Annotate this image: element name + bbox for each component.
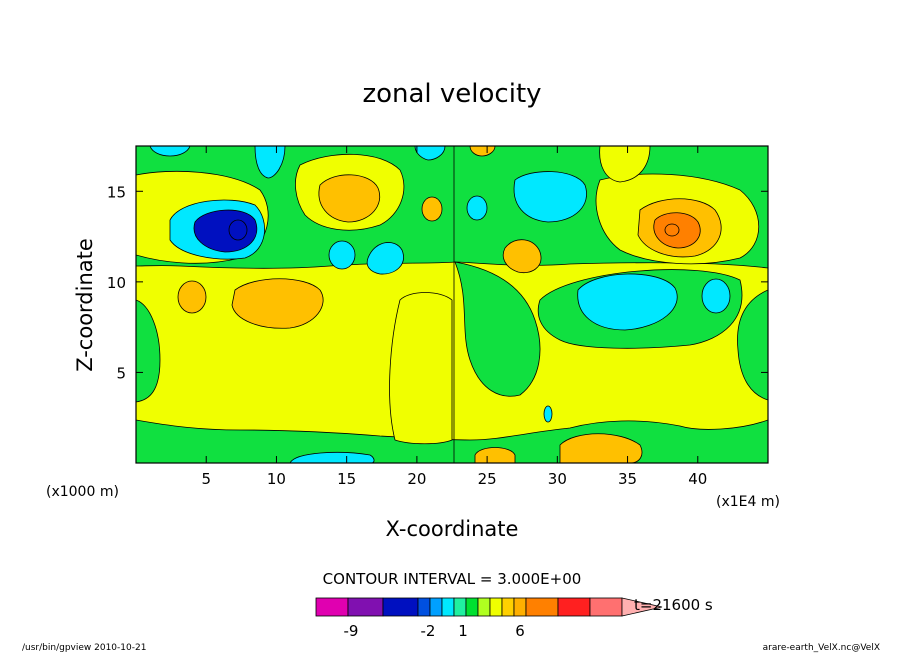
x-tick-label: 10 [267,470,286,488]
colorbar-segment [441,597,455,617]
contour-blue-core-inner [228,219,248,241]
plot-area [136,146,768,463]
x-axis-label: X-coordinate [386,517,519,541]
colorbar-tick-label: 6 [515,622,525,640]
contour-cyan-small-2 [328,240,356,270]
colorbar-arrow [621,597,663,617]
colorbar-segment [477,597,491,617]
contour-cyan-right-large [577,273,678,331]
contour-green-center [454,261,541,397]
colorbar [315,597,663,617]
colorbar-segment [417,597,431,617]
y-tick-label: 5 [116,364,126,382]
contour-orange-light-small-mid [421,196,443,222]
y-tick-label: 10 [107,274,126,292]
colorbar-segment [489,597,503,617]
contour-cyan-small-3 [366,242,404,275]
colorbar-segment [347,597,384,617]
contour-cyan-upper-right-mid [513,171,587,223]
colorbar-tick-label: -2 [421,622,436,640]
contour-green-left [136,299,161,403]
x-tick-label: 25 [478,470,497,488]
time-label: t=21600 s [634,596,713,614]
colorbar-tick-labels: -9 -2 1 6 [344,622,525,640]
chart-title: zonal velocity [362,79,541,109]
colorbar-segment [315,597,349,617]
colorbar-segment [465,597,479,617]
y-axis-label: Z-coordinate [73,238,97,372]
contour-orange-light-upper-mid [318,174,381,223]
x-tick-label: 15 [337,470,356,488]
x-unit-label: (x1E4 m) [716,494,780,510]
colorbar-tick-label: -9 [344,622,359,640]
colorbar-segment [453,597,467,617]
contour-orange-light-small-left [177,280,207,314]
x-tick-label: 35 [618,470,637,488]
contour-yellow-top-right [599,146,651,183]
colorbar-segment [429,597,443,617]
colorbar-segment [501,597,515,617]
contour-cyan-right-small [701,278,731,314]
contour-cyan-bottom-small [543,405,553,423]
y-unit-label: (x1000 m) [46,484,119,500]
x-tick-label: 20 [407,470,426,488]
x-tick-label: 5 [201,470,211,488]
y-tick-label: 15 [107,183,126,201]
contour-cyan-top-1 [254,146,286,179]
colorbar-segment [557,597,591,617]
contour-orange-light-top-mid [469,146,496,157]
x-tick-label: 30 [548,470,567,488]
colorbar-segment [382,597,419,617]
y-axis-ticks: 5 10 15 [107,183,768,382]
contour-orange-core-inner [664,223,680,237]
colorbar-segment [525,597,559,617]
colorbar-segment [589,597,623,617]
contour-orange-light-right-mid [502,239,542,274]
contour-cyan-small-1 [466,195,488,221]
footer-left: /usr/bin/gpview 2010-10-21 [22,643,146,653]
x-axis-ticks: 5 10 15 20 25 30 35 40 [201,146,707,488]
contour-orange-core [653,212,701,249]
plot-frame [135,145,769,464]
x-tick-label: 40 [688,470,707,488]
contour-orange-light-left [231,278,324,329]
contour-orange-light-bottom-mid [474,447,516,463]
colorbar-tick-label: 1 [458,622,468,640]
contour-cyan-top-2 [149,146,191,157]
contour-yellow-center [389,292,453,445]
contour-green-right [737,289,768,401]
contour-interval-label: CONTOUR INTERVAL = 3.000E+00 [323,570,582,588]
contour-cyan-bottom [289,452,375,463]
footer-right: arare-earth_VelX.nc@VelX [763,643,880,653]
colorbar-segment [513,597,527,617]
